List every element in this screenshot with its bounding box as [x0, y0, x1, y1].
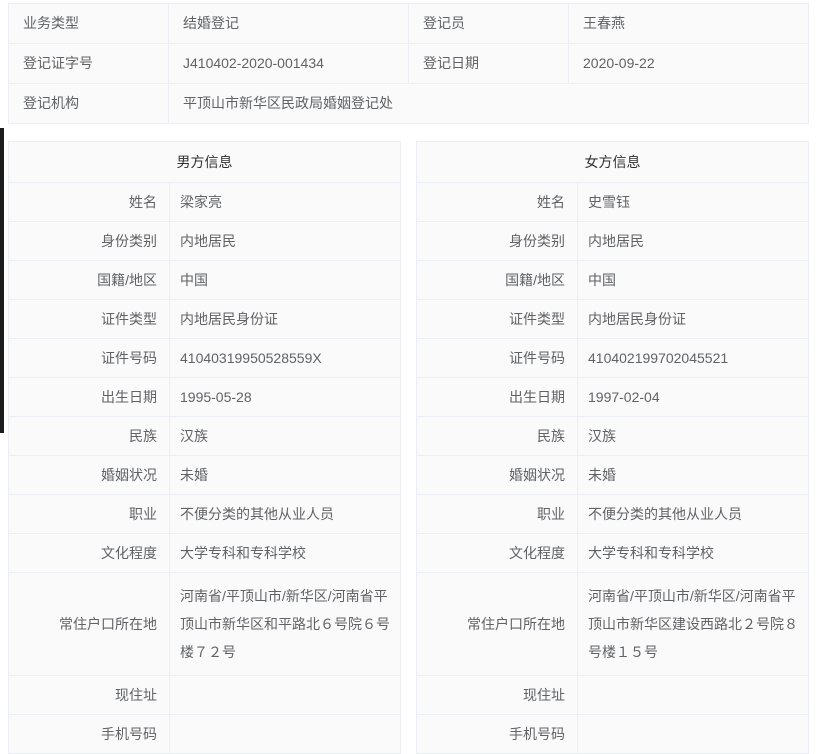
- table-row: 婚姻状况 未婚: [417, 456, 808, 495]
- male-value-mobile-number: [170, 715, 400, 753]
- party-cards-container: 男方信息 姓名 梁家亮 身份类别 内地居民 国籍/地区 中国 证件类型 内地居民…: [8, 141, 809, 754]
- female-label-document-type: 证件类型: [417, 300, 578, 338]
- table-row: 身份类别 内地居民: [417, 222, 808, 261]
- male-value-ethnicity: 汉族: [170, 417, 400, 455]
- table-row: 出生日期 1995-05-28: [9, 378, 400, 417]
- female-label-marital-status: 婚姻状况: [417, 456, 578, 494]
- male-label-birth-date: 出生日期: [9, 378, 170, 416]
- female-value-education: 大学专科和专科学校: [578, 534, 808, 572]
- female-value-nationality-region: 中国: [578, 261, 808, 299]
- table-row: 婚姻状况 未婚: [9, 456, 400, 495]
- summary-label-registrar: 登记员: [409, 4, 569, 43]
- summary-label-certificate-no: 登记证字号: [9, 44, 169, 83]
- female-value-document-type: 内地居民身份证: [578, 300, 808, 338]
- female-label-education: 文化程度: [417, 534, 578, 572]
- table-row: 业务类型 结婚登记 登记员 王春燕: [9, 4, 808, 44]
- female-value-occupation: 不便分类的其他从业人员: [578, 495, 808, 533]
- male-label-occupation: 职业: [9, 495, 170, 533]
- female-label-birth-date: 出生日期: [417, 378, 578, 416]
- table-row: 常住户口所在地 河南省/平顶山市/新华区/河南省平顶山市新华区和平路北６号院６号…: [9, 573, 400, 676]
- female-value-ethnicity: 汉族: [578, 417, 808, 455]
- table-row: 常住户口所在地 河南省/平顶山市/新华区/河南省平顶山市新华区建设西路北２号院８…: [417, 573, 808, 676]
- male-info-card: 男方信息 姓名 梁家亮 身份类别 内地居民 国籍/地区 中国 证件类型 内地居民…: [8, 141, 401, 754]
- female-label-nationality-region: 国籍/地区: [417, 261, 578, 299]
- table-row: 身份类别 内地居民: [9, 222, 400, 261]
- table-row: 文化程度 大学专科和专科学校: [9, 534, 400, 573]
- male-value-document-type: 内地居民身份证: [170, 300, 400, 338]
- summary-value-registrar: 王春燕: [569, 4, 808, 43]
- male-label-document-type: 证件类型: [9, 300, 170, 338]
- male-value-occupation: 不便分类的其他从业人员: [170, 495, 400, 533]
- table-row: 登记机构 平顶山市新华区民政局婚姻登记处: [9, 84, 808, 124]
- table-row: 姓名 史雪钰: [417, 183, 808, 222]
- male-value-nationality-region: 中国: [170, 261, 400, 299]
- female-label-current-address: 现住址: [417, 676, 578, 714]
- female-value-marital-status: 未婚: [578, 456, 808, 494]
- male-label-ethnicity: 民族: [9, 417, 170, 455]
- table-row: 职业 不便分类的其他从业人员: [417, 495, 808, 534]
- table-row: 手机号码: [417, 715, 808, 754]
- female-label-ethnicity: 民族: [417, 417, 578, 455]
- male-label-name: 姓名: [9, 183, 170, 221]
- male-label-identity-category: 身份类别: [9, 222, 170, 260]
- table-row: 民族 汉族: [9, 417, 400, 456]
- male-label-document-number: 证件号码: [9, 339, 170, 377]
- male-label-nationality-region: 国籍/地区: [9, 261, 170, 299]
- female-value-mobile-number: [578, 715, 808, 753]
- table-row: 现住址: [9, 676, 400, 715]
- table-row: 民族 汉族: [417, 417, 808, 456]
- female-card-title: 女方信息: [417, 142, 808, 183]
- left-edge-gutter: [0, 128, 4, 433]
- male-label-current-address: 现住址: [9, 676, 170, 714]
- summary-label-business-type: 业务类型: [9, 4, 169, 43]
- table-row: 证件类型 内地居民身份证: [417, 300, 808, 339]
- male-label-household-address: 常住户口所在地: [9, 573, 170, 675]
- summary-label-registration-date: 登记日期: [409, 44, 569, 83]
- male-value-identity-category: 内地居民: [170, 222, 400, 260]
- table-row: 国籍/地区 中国: [9, 261, 400, 300]
- summary-value-business-type: 结婚登记: [169, 4, 409, 43]
- male-label-education: 文化程度: [9, 534, 170, 572]
- female-value-identity-category: 内地居民: [578, 222, 808, 260]
- summary-label-registration-office: 登记机构: [9, 84, 169, 123]
- table-row: 姓名 梁家亮: [9, 183, 400, 222]
- female-label-mobile-number: 手机号码: [417, 715, 578, 753]
- female-value-current-address: [578, 676, 808, 714]
- female-value-household-address: 河南省/平顶山市/新华区/河南省平顶山市新华区建设西路北２号院８号楼１５号: [578, 573, 808, 675]
- table-row: 出生日期 1997-02-04: [417, 378, 808, 417]
- table-row: 国籍/地区 中国: [417, 261, 808, 300]
- female-label-document-number: 证件号码: [417, 339, 578, 377]
- male-card-title: 男方信息: [9, 142, 400, 183]
- summary-value-registration-date: 2020-09-22: [569, 44, 808, 83]
- male-value-name: 梁家亮: [170, 183, 400, 221]
- male-label-marital-status: 婚姻状况: [9, 456, 170, 494]
- table-row: 证件类型 内地居民身份证: [9, 300, 400, 339]
- female-info-card: 女方信息 姓名 史雪钰 身份类别 内地居民 国籍/地区 中国 证件类型 内地居民…: [416, 141, 809, 754]
- table-row: 手机号码: [9, 715, 400, 754]
- female-label-name: 姓名: [417, 183, 578, 221]
- table-row: 文化程度 大学专科和专科学校: [417, 534, 808, 573]
- female-label-household-address: 常住户口所在地: [417, 573, 578, 675]
- table-row: 现住址: [417, 676, 808, 715]
- female-value-birth-date: 1997-02-04: [578, 378, 808, 416]
- female-label-occupation: 职业: [417, 495, 578, 533]
- male-label-mobile-number: 手机号码: [9, 715, 170, 753]
- male-value-household-address: 河南省/平顶山市/新华区/河南省平顶山市新华区和平路北６号院６号楼７２号: [170, 573, 400, 675]
- female-value-document-number: 410402199702045521: [578, 339, 808, 377]
- table-row: 登记证字号 J410402-2020-001434 登记日期 2020-09-2…: [9, 44, 808, 84]
- female-value-name: 史雪钰: [578, 183, 808, 221]
- male-value-current-address: [170, 676, 400, 714]
- table-row: 职业 不便分类的其他从业人员: [9, 495, 400, 534]
- male-value-birth-date: 1995-05-28: [170, 378, 400, 416]
- male-value-document-number: 41040319950528559X: [170, 339, 400, 377]
- summary-value-certificate-no: J410402-2020-001434: [169, 44, 409, 83]
- summary-value-registration-office: 平顶山市新华区民政局婚姻登记处: [169, 84, 808, 123]
- female-label-identity-category: 身份类别: [417, 222, 578, 260]
- table-row: 证件号码 410402199702045521: [417, 339, 808, 378]
- registration-summary-table: 业务类型 结婚登记 登记员 王春燕 登记证字号 J410402-2020-001…: [8, 3, 809, 124]
- table-row: 证件号码 41040319950528559X: [9, 339, 400, 378]
- male-value-education: 大学专科和专科学校: [170, 534, 400, 572]
- male-value-marital-status: 未婚: [170, 456, 400, 494]
